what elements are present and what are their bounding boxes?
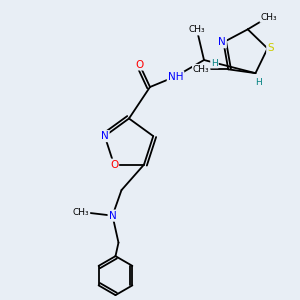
Text: H: H	[255, 78, 262, 87]
Text: CH₃: CH₃	[260, 13, 277, 22]
Text: N: N	[101, 131, 109, 141]
Text: O: O	[135, 59, 144, 70]
Text: O: O	[110, 160, 118, 170]
Text: H: H	[211, 58, 218, 68]
Text: CH₃: CH₃	[188, 26, 205, 34]
Text: CH₃: CH₃	[73, 208, 89, 217]
Text: CH₃: CH₃	[193, 65, 210, 74]
Text: N: N	[109, 211, 116, 220]
Text: S: S	[267, 44, 274, 53]
Text: NH: NH	[168, 71, 183, 82]
Text: N: N	[218, 37, 226, 47]
